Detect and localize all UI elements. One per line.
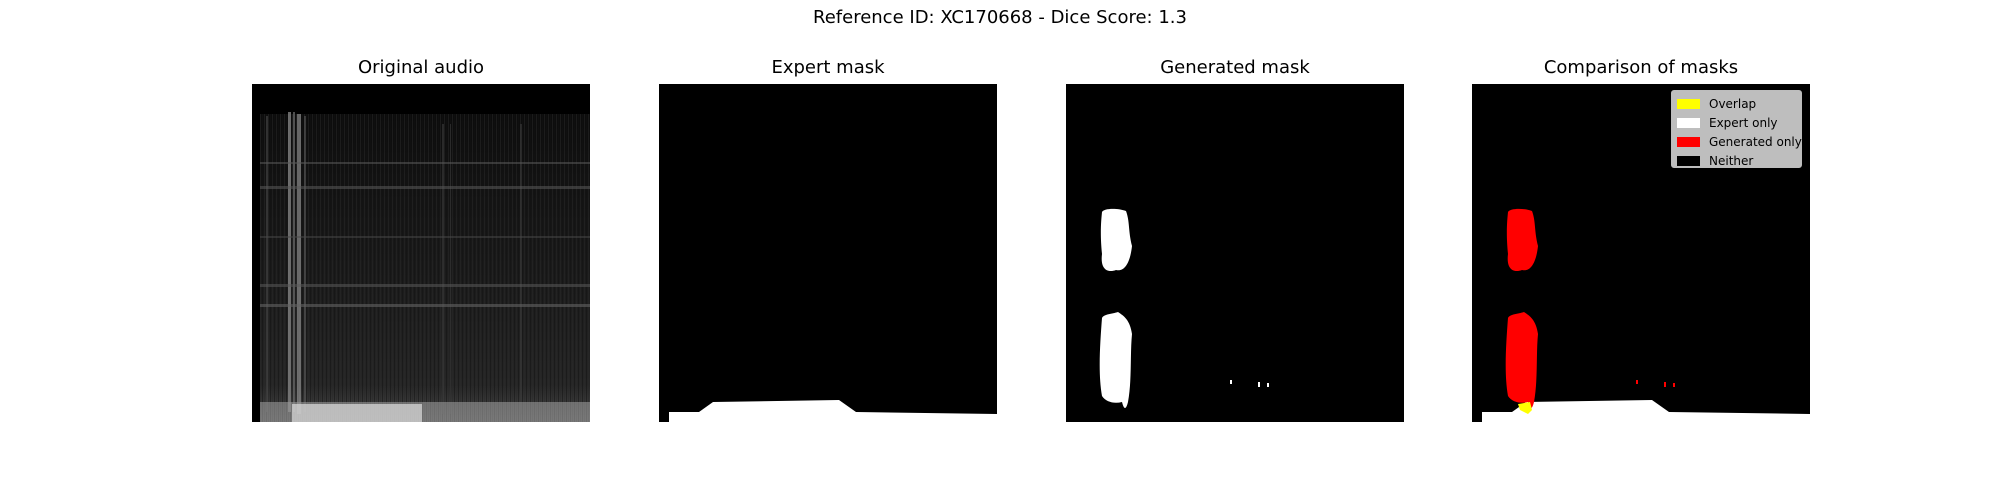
legend-swatch-neither <box>1677 155 1700 166</box>
overlap-region <box>1518 402 1532 414</box>
expert-mask-region <box>669 400 997 422</box>
generated-only-speck <box>1664 382 1666 387</box>
generated-only-region-lower <box>1505 312 1538 408</box>
legend-item-expert-only: Expert only <box>1677 113 1796 132</box>
legend-item-generated-only: Generated only <box>1677 132 1802 151</box>
legend-label-overlap: Overlap <box>1709 96 1757 111</box>
generated-mask-image <box>1066 84 1404 422</box>
legend-swatch-generated-only <box>1677 136 1700 147</box>
comparison-masks-title: Comparison of masks <box>1543 57 1739 78</box>
generated-mask-region-lower <box>1099 312 1132 408</box>
legend-label-generated-only: Generated only <box>1709 134 1802 149</box>
generated-mask-title: Generated mask <box>1160 57 1310 78</box>
expert-mask-image <box>659 84 997 422</box>
expert-only-region <box>1482 400 1810 422</box>
expert-mask-title: Expert mask <box>771 57 885 78</box>
original-audio-title: Original audio <box>357 57 485 78</box>
legend-item-overlap: Overlap <box>1677 94 1796 113</box>
generated-mask-speck <box>1258 382 1260 387</box>
figure-title: Reference ID: XC170668 - Dice Score: 1.3 <box>813 7 1187 28</box>
legend-item-neither: Neither <box>1677 151 1796 170</box>
legend-swatch-overlap <box>1677 98 1700 109</box>
legend-label-expert-only: Expert only <box>1709 115 1778 130</box>
comparison-legend: Overlap Expert only Generated only Neith… <box>1671 90 1802 168</box>
legend-swatch-expert-only <box>1677 117 1700 128</box>
generated-only-speck <box>1673 383 1675 387</box>
generated-mask-speck <box>1267 383 1269 387</box>
original-audio-spectrogram <box>252 84 590 422</box>
generated-only-region-upper <box>1506 208 1538 272</box>
legend-label-neither: Neither <box>1709 153 1754 168</box>
generated-mask-speck <box>1230 380 1232 384</box>
generated-mask-region-upper <box>1100 208 1132 272</box>
generated-only-speck <box>1636 380 1638 384</box>
